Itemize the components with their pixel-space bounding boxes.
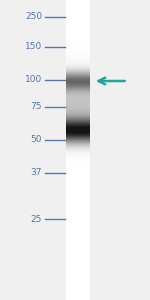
Text: 75: 75 [30, 102, 42, 111]
Text: 25: 25 [31, 214, 42, 224]
Bar [66, 0, 90, 300]
Text: 250: 250 [25, 12, 42, 21]
Text: 150: 150 [25, 42, 42, 51]
Text: 100: 100 [25, 75, 42, 84]
Text: 37: 37 [30, 168, 42, 177]
Text: 50: 50 [30, 135, 42, 144]
